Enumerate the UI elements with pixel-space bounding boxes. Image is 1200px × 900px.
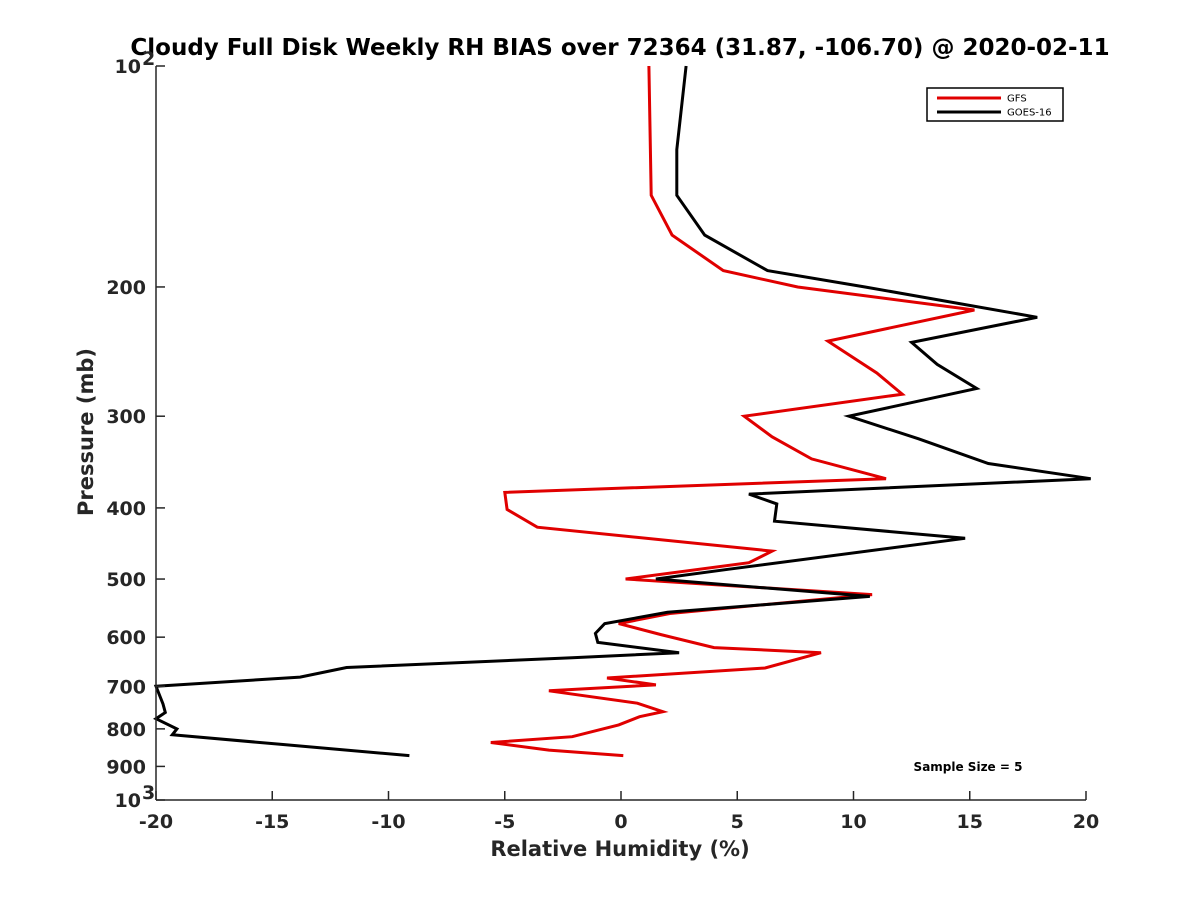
y-axis-label: Pressure (mb) bbox=[74, 348, 98, 516]
x-axis-label: Relative Humidity (%) bbox=[490, 837, 749, 861]
x-tick-label: -20 bbox=[139, 811, 173, 833]
x-tick-label: 20 bbox=[1073, 811, 1099, 833]
x-tick-label: 0 bbox=[614, 811, 627, 833]
y-tick-exponent: 3 bbox=[142, 782, 155, 804]
sample-size-annotation: Sample Size = 5 bbox=[914, 760, 1023, 774]
x-tick-label: -15 bbox=[255, 811, 289, 833]
legend-box bbox=[926, 87, 1064, 122]
legend: GFS GOES-16 bbox=[926, 87, 1064, 122]
y-tick-label: 900 bbox=[106, 756, 146, 778]
y-tick-exponent: 2 bbox=[142, 48, 155, 70]
y-tick-label: 600 bbox=[106, 627, 146, 649]
x-tick-label: 10 bbox=[840, 811, 866, 833]
y-tick-label: 700 bbox=[106, 676, 146, 698]
series-line-goes-16 bbox=[152, 65, 1091, 758]
y-tick-label: 800 bbox=[106, 719, 146, 741]
legend-label: GFS bbox=[1007, 94, 1027, 105]
x-ticks: -20 -15 -10 -5 0 5 10 15 20 bbox=[139, 791, 1099, 833]
y-tick-label: 400 bbox=[106, 498, 146, 520]
y-tick-label: 200 bbox=[106, 277, 146, 299]
x-tick-label: 15 bbox=[957, 811, 983, 833]
legend-label: GOES-16 bbox=[1007, 108, 1052, 119]
y-tick-label: 10 bbox=[115, 56, 141, 78]
y-tick-label: 300 bbox=[106, 406, 146, 428]
y-tick-label: 500 bbox=[106, 569, 146, 591]
chart-title: Cloudy Full Disk Weekly RH BIAS over 723… bbox=[130, 35, 1109, 61]
y-tick-label: 10 bbox=[115, 790, 141, 812]
series-line-gfs bbox=[490, 65, 975, 758]
series-layer bbox=[152, 65, 1091, 758]
x-tick-label: 5 bbox=[731, 811, 744, 833]
x-tick-label: -10 bbox=[371, 811, 405, 833]
x-tick-label: -5 bbox=[494, 811, 515, 833]
